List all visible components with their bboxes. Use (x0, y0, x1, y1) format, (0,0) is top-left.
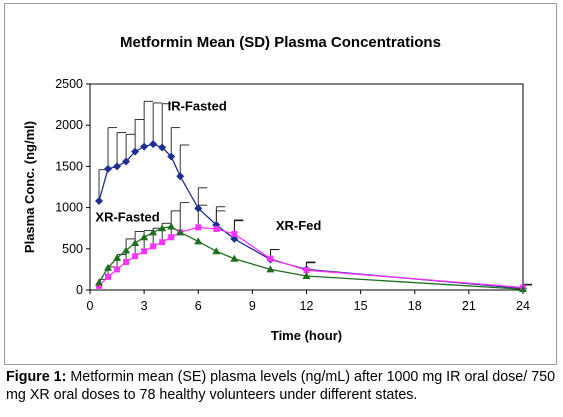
chart-title: Metformin Mean (SD) Plasma Concentration… (120, 34, 441, 51)
data-point-xr-fasted (141, 248, 148, 255)
data-point-xr-fed (95, 278, 104, 286)
series-lines (98, 143, 524, 290)
data-point-xr-fed (149, 228, 158, 236)
x-tick-label: 9 (249, 299, 256, 313)
y-tick-label: 500 (62, 242, 83, 256)
data-point-ir-fasted (167, 152, 176, 161)
x-axis-title: Time (hour) (271, 328, 342, 343)
data-point-xr-fed (194, 237, 203, 245)
data-point-xr-fed (131, 239, 140, 247)
data-point-xr-fed (212, 247, 221, 255)
data-point-ir-fasted (113, 162, 122, 171)
x-tick-label: 6 (195, 299, 202, 313)
data-point-xr-fasted (195, 224, 202, 231)
data-point-ir-fasted (140, 142, 149, 151)
x-tick-label: 12 (300, 299, 314, 313)
y-tick-label: 0 (76, 283, 83, 297)
data-point-xr-fed (302, 271, 311, 279)
y-tick-label: 2500 (55, 77, 83, 91)
data-point-xr-fasted (114, 266, 121, 273)
axes: 0 500 1000 1500 2000 2500 0 3 6 9 12 15 18 21 24 Time (… (22, 77, 530, 343)
data-point-xr-fed (266, 265, 275, 273)
data-point-xr-fasted (123, 258, 130, 265)
data-point-xr-fed (519, 285, 527, 293)
x-tick-label: 15 (354, 299, 368, 313)
data-point-xr-fasted (168, 234, 175, 241)
y-tick-label: 1000 (55, 201, 83, 215)
figure-frame (4, 3, 557, 365)
x-tick-label: 0 (87, 299, 94, 313)
data-point-xr-fed (113, 253, 122, 261)
series-line-ir-fasted (98, 143, 524, 290)
data-point-ir-fasted (176, 172, 185, 181)
data-point-xr-fasted (159, 239, 166, 246)
data-point-xr-fed (104, 263, 113, 271)
caption-lead: Figure 1: (6, 369, 67, 385)
x-tick-label: 18 (408, 299, 422, 313)
x-tick-label: 24 (516, 299, 530, 313)
data-point-ir-fasted (95, 197, 104, 206)
data-point-ir-fasted (194, 204, 203, 213)
data-point-xr-fasted (213, 226, 220, 233)
data-point-xr-fed (230, 254, 239, 262)
data-point-ir-fasted (131, 147, 140, 156)
data-point-ir-fasted (122, 157, 131, 166)
x-tick-label: 21 (462, 299, 476, 313)
figure-caption: Figure 1: Metformin mean (SE) plasma lev… (6, 368, 556, 404)
data-point-xr-fasted (267, 255, 274, 262)
data-point-xr-fed (158, 224, 167, 232)
plot-area-frame (89, 83, 524, 291)
series-annotation: XR-Fasted (95, 210, 159, 225)
series-annotation: IR-Fasted (168, 98, 227, 113)
data-point-xr-fasted (150, 243, 157, 250)
data-point-xr-fasted (96, 282, 103, 289)
series-annotation: XR-Fed (276, 218, 322, 233)
y-tick-label: 2000 (55, 118, 83, 132)
data-point-ir-fasted (158, 143, 167, 152)
caption-text: Metformin mean (SE) plasma levels (ng/mL… (6, 369, 556, 403)
data-point-xr-fed (140, 233, 149, 241)
data-point-xr-fed (176, 228, 185, 236)
data-point-xr-fasted (105, 273, 112, 280)
series-line-xr-fed (98, 225, 524, 290)
series-markers (95, 140, 527, 293)
data-point-xr-fasted (231, 230, 238, 237)
y-tick-label: 1500 (55, 159, 83, 173)
data-point-ir-fasted (149, 140, 158, 149)
data-point-xr-fasted (303, 267, 310, 274)
x-tick-label: 3 (141, 299, 148, 313)
data-point-xr-fed (167, 222, 176, 230)
data-point-ir-fasted (104, 164, 113, 173)
annotations: IR-Fasted XR-Fasted XR-Fed (95, 98, 321, 232)
y-axis-title: Plasma Conc. (ng/ml) (22, 121, 37, 253)
data-point-xr-fasted (132, 253, 139, 260)
error-bars (98, 100, 532, 289)
data-point-xr-fed (122, 246, 131, 254)
series-line-xr-fasted (98, 226, 524, 289)
